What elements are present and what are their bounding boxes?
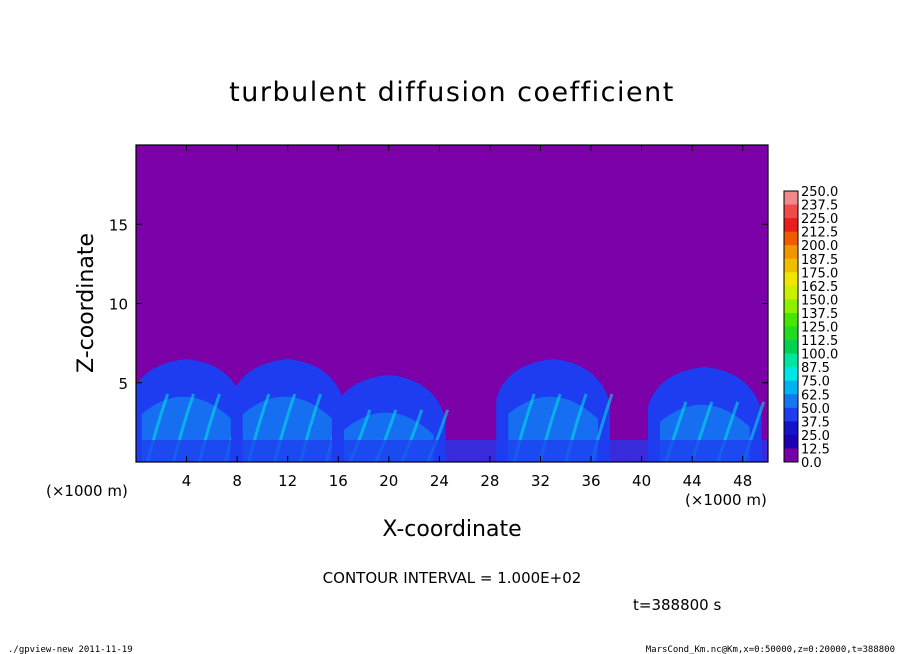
- colorbar-swatch: [784, 191, 798, 206]
- colorbar-swatch: [784, 218, 798, 233]
- colorbar-swatch: [784, 421, 798, 436]
- x-tick-label: 36: [581, 472, 600, 490]
- y-axis: 5 10 15: [109, 216, 768, 393]
- x-tick-label: 8: [232, 472, 242, 490]
- colorbar-swatch: [784, 367, 798, 382]
- colorbar-label: 187.5: [801, 253, 838, 268]
- colorbar-label: 12.5: [801, 442, 830, 457]
- colorbar-frame: [783, 190, 799, 463]
- y-axis-label: Z-coordinate: [74, 233, 99, 373]
- colorbar-swatch: [784, 299, 798, 314]
- plot-area: [135, 144, 769, 463]
- x-tick-label: 40: [632, 472, 651, 490]
- x-tick-label: 4: [182, 472, 192, 490]
- colorbar-label: 75.0: [801, 375, 830, 390]
- colorbar-label: 150.0: [801, 293, 838, 308]
- colorbar-swatch: [784, 407, 798, 422]
- time-label: t=388800 s: [633, 596, 721, 614]
- colorbar-label: 175.0: [801, 266, 838, 281]
- colorbar-swatch: [784, 380, 798, 395]
- x-axis: 4 8 12 16 20 24 28 32 36 40 44 48: [182, 145, 752, 490]
- colorbar-swatch: [784, 231, 798, 246]
- colorbar-label: 0.0: [801, 456, 822, 471]
- y-tick-label: 5: [118, 375, 128, 393]
- turbulence-field: [136, 358, 768, 462]
- chart-title: turbulent diffusion coefficient: [229, 77, 675, 108]
- y-tick-label: 10: [109, 296, 128, 314]
- colorbar-swatch: [784, 285, 798, 300]
- colorbar: 250.0237.5225.0212.5200.0187.5175.0162.5…: [783, 185, 838, 471]
- x-tick-label: 48: [733, 472, 752, 490]
- colorbar-label: 50.0: [801, 402, 830, 417]
- contour-interval-text: CONTOUR INTERVAL = 1.000E+02: [323, 569, 582, 587]
- colorbar-swatch: [784, 353, 798, 368]
- x-tick-label: 32: [531, 472, 550, 490]
- colorbar-label: 250.0: [801, 185, 838, 200]
- x-tick-label: 44: [683, 472, 702, 490]
- colorbar-swatch: [784, 394, 798, 409]
- colorbar-label: 87.5: [801, 361, 830, 376]
- y-tick-label: 15: [109, 216, 128, 234]
- colorbar-label: 125.0: [801, 321, 838, 336]
- x-unit-left: (×1000 m): [46, 482, 128, 500]
- colorbar-label: 212.5: [801, 226, 838, 241]
- colorbar-label: 137.5: [801, 307, 838, 322]
- colorbar-swatch: [784, 258, 798, 273]
- x-unit-right: (×1000 m): [685, 491, 767, 509]
- colorbar-label: 162.5: [801, 280, 838, 295]
- surface-layer: [136, 440, 768, 462]
- colorbar-label: 62.5: [801, 388, 830, 403]
- colorbar-label: 225.0: [801, 212, 838, 227]
- colorbar-swatch: [784, 204, 798, 219]
- colorbar-label: 37.5: [801, 415, 830, 430]
- x-tick-label: 24: [430, 472, 449, 490]
- colorbar-swatch: [784, 340, 798, 355]
- colorbar-swatch: [784, 434, 798, 449]
- colorbar-swatch: [784, 272, 798, 287]
- colorbar-label: 25.0: [801, 429, 830, 444]
- colorbar-label: 237.5: [801, 199, 838, 214]
- colorbar-swatch: [784, 312, 798, 327]
- x-tick-label: 28: [480, 472, 499, 490]
- colorbar-label: 112.5: [801, 334, 838, 349]
- colorbar-swatch: [784, 448, 798, 463]
- footer-right: MarsCond_Km.nc@Km,x=0:50000,z=0:20000,t=…: [646, 645, 895, 654]
- x-tick-label: 16: [329, 472, 348, 490]
- colorbar-swatch: [784, 326, 798, 341]
- colorbar-label: 200.0: [801, 239, 838, 254]
- footer-left: ./gpview-new 2011-11-19: [8, 645, 133, 654]
- x-tick-label: 20: [379, 472, 398, 490]
- x-axis-label: X-coordinate: [382, 517, 521, 542]
- colorbar-swatch: [784, 245, 798, 260]
- colorbar-label: 100.0: [801, 348, 838, 363]
- x-tick-label: 12: [278, 472, 297, 490]
